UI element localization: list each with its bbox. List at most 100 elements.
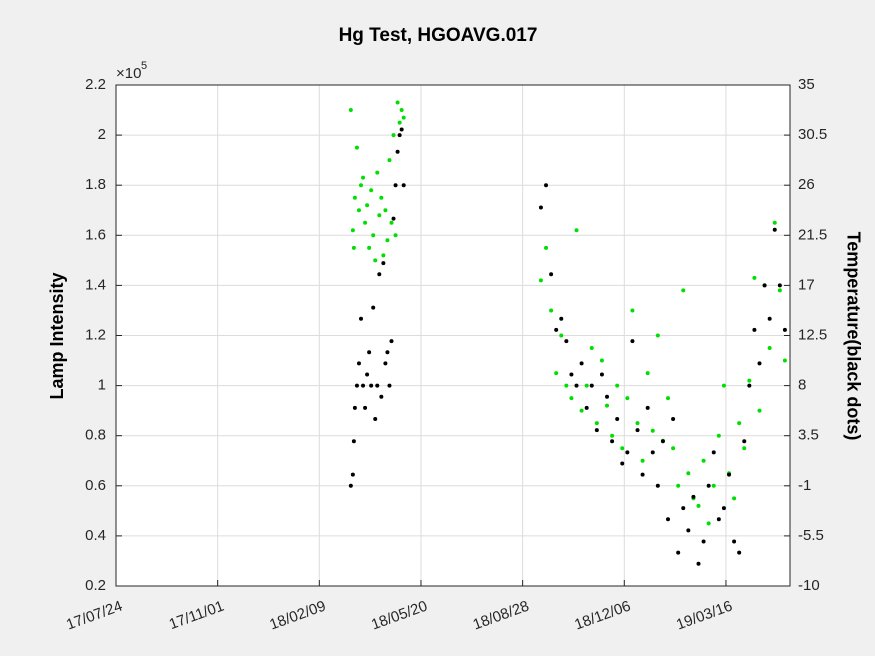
point [363,220,368,225]
point [640,472,645,477]
point [681,288,686,293]
point [584,383,589,388]
point [377,272,382,277]
point [356,208,361,213]
x-tick-label: 17/11/01 [167,598,227,634]
point [579,361,584,366]
point [686,471,691,476]
point [391,133,396,138]
y2-tick-label: 35 [798,76,815,93]
point [365,203,370,208]
point [373,258,378,263]
point [706,521,711,526]
chart-title: Hg Test, HGOAVG.017 [339,25,538,46]
point [399,127,404,132]
point [549,272,554,277]
y2-tick-label: 3.5 [798,427,819,444]
x-tick-label: 18/02/09 [267,598,328,634]
point [395,149,400,154]
point [401,183,406,188]
point [635,428,640,433]
point [630,308,635,313]
point [605,403,610,408]
point [676,483,681,488]
y-multiplier: ×10 [116,65,141,82]
point [371,233,376,238]
point [579,408,584,413]
point [732,496,737,501]
point [383,361,388,366]
point [350,472,355,477]
point [777,283,782,288]
y2-tick-label: -1 [798,477,811,494]
point [397,120,402,125]
point [721,506,726,511]
point [375,170,380,175]
point [387,158,392,163]
point [747,378,752,383]
point [354,145,359,150]
point [737,550,742,555]
point [701,458,706,463]
y-tick-label: 0.6 [85,477,106,494]
point [544,183,549,188]
point [559,333,564,338]
point [352,195,357,200]
point [389,339,394,344]
point [351,245,356,250]
point [615,417,620,421]
point [686,528,691,533]
point [385,238,390,243]
y-tick-label: 2.2 [85,76,106,93]
point [363,405,368,410]
point [691,494,696,499]
point [777,288,782,293]
point [569,396,574,401]
y2-tick-label: -10 [798,577,820,594]
point [782,358,787,363]
point [350,228,355,233]
point [650,450,655,455]
point [594,421,599,426]
point [356,361,361,366]
point [747,383,752,388]
point [389,220,394,225]
point [711,450,716,455]
point [630,339,635,344]
point [399,108,404,113]
point [354,383,359,388]
point [385,350,390,355]
y2-tick-label: 12.5 [798,326,827,343]
point [711,483,716,488]
y2-tick-label: -5.5 [798,527,824,544]
point [371,305,376,310]
point [569,372,574,377]
point [361,175,366,180]
x-tick-label: 19/03/16 [674,598,735,634]
point [381,253,386,258]
point [559,316,564,321]
point [660,439,665,444]
y-tick-label: 2 [98,126,106,143]
y-axis-label: Lamp Intensity [47,272,67,399]
y-tick-label: 1.6 [85,226,106,243]
point [615,383,620,388]
point [393,233,398,238]
point [574,228,579,233]
y2-axis-label: Temperature(black dots) [843,232,863,441]
point [701,539,706,544]
point [721,383,726,388]
point [671,417,676,421]
point [393,183,398,188]
point [358,316,363,321]
point [377,213,382,218]
x-tick-label: 18/08/28 [471,598,532,634]
point [757,361,762,366]
point [401,115,406,120]
point [387,383,392,388]
point [772,227,777,232]
point [594,428,599,433]
point [645,405,650,410]
point [391,216,396,221]
y2-tick-label: 26 [798,176,815,193]
